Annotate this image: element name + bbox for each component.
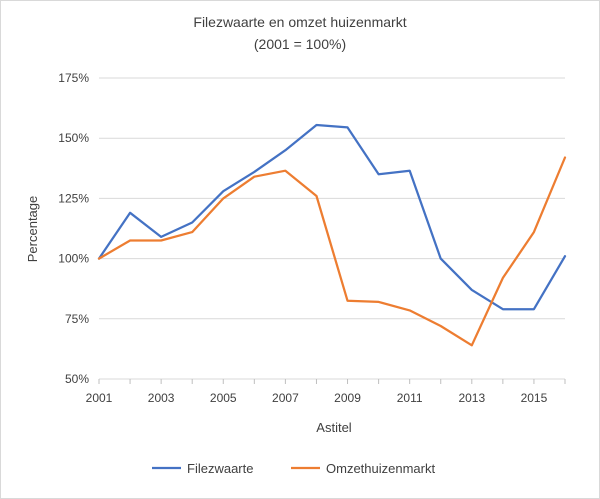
- chart-subtitle: (2001 = 100%): [254, 36, 346, 52]
- y-axis-ticks: 50% 75% 100% 125% 150% 175%: [58, 71, 89, 386]
- y-tick-label: 150%: [58, 131, 89, 145]
- gridlines: [99, 77, 565, 380]
- y-axis-title: Percentage: [25, 196, 40, 263]
- x-tick-label: 2003: [148, 391, 175, 405]
- series-line-0: [97, 123, 567, 311]
- x-tick-label: 2009: [334, 391, 361, 405]
- series-lines: [97, 123, 567, 347]
- x-tick-label: 2001: [86, 391, 113, 405]
- y-tick-label: 75%: [65, 312, 89, 326]
- series-line-1: [97, 156, 567, 347]
- x-axis-ticks: 2001 2003 2005 2007 2009 2011 2013 2015: [86, 379, 566, 405]
- legend-label: Omzethuizenmarkt: [326, 461, 435, 476]
- x-tick-label: 2007: [272, 391, 299, 405]
- x-tick-label: 2011: [397, 391, 423, 405]
- legend: Filezwaarte Omzethuizenmarkt: [152, 461, 435, 476]
- y-tick-label: 175%: [58, 71, 89, 85]
- y-tick-label: 100%: [58, 252, 89, 266]
- x-tick-label: 2015: [521, 391, 548, 405]
- legend-label: Filezwaarte: [187, 461, 253, 476]
- x-tick-label: 2013: [458, 391, 485, 405]
- y-tick-label: 125%: [58, 191, 89, 205]
- x-tick-label: 2005: [210, 391, 237, 405]
- x-axis-title: Astitel: [316, 420, 352, 435]
- y-tick-label: 50%: [65, 372, 89, 386]
- chart-title: Filezwaarte en omzet huizenmarkt: [193, 14, 406, 30]
